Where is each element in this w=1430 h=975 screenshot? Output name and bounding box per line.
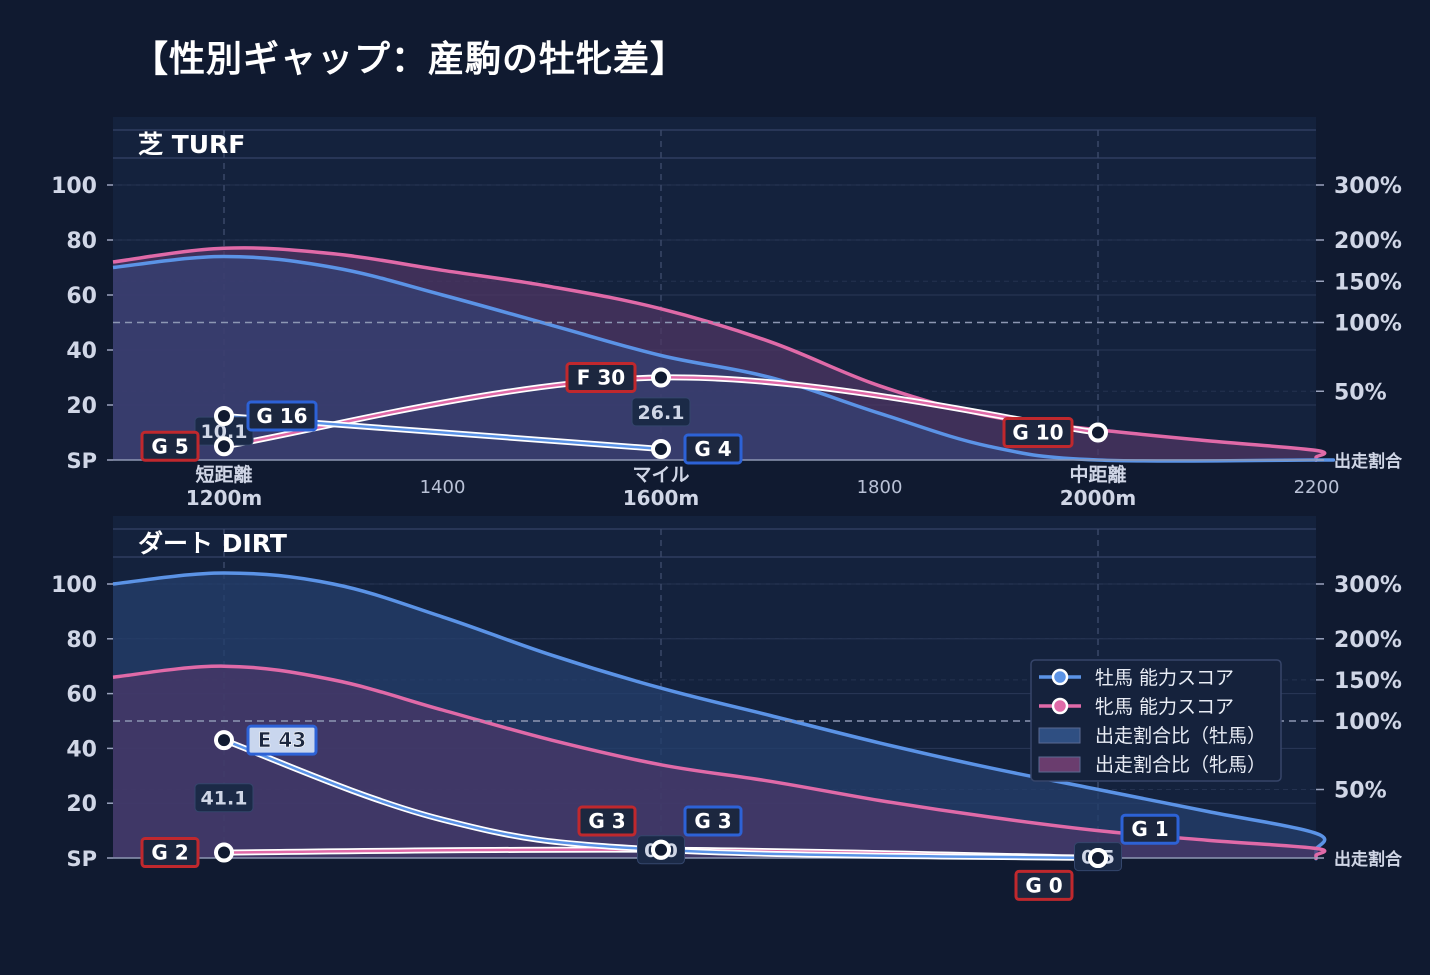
legend-item-male_score: 牡馬 能力スコア [1039,667,1234,689]
grade-badge-label: F 30 [577,366,625,390]
gap-label: 41.1 [201,788,248,810]
male-score-line [223,739,1099,860]
grade-badge-label: G 3 [694,809,731,833]
female-score-point-core [218,440,230,453]
y-right-tick-label: 200% [1334,229,1402,254]
legend-item-female_ratio: 出走割合比（牝馬） [1038,754,1266,776]
gap-label: 10.1 [201,421,248,443]
grade-badge [1014,869,1074,901]
y-left-tick-label: 100 [51,174,97,199]
female-score-point-core [655,371,667,384]
male-ratio-curve [112,571,1327,861]
grade-badge-label: G 5 [151,434,188,458]
y-left-tick-label: 20 [66,394,97,419]
y-right-tick-label: 150% [1334,669,1402,694]
y-right-tick-label: 50% [1334,779,1387,804]
y-right-tick-label: 出走割合 [1334,849,1403,870]
female-ratio-curve [112,246,1327,462]
grade-badge-label: G 16 [256,404,307,428]
legend-box [1030,659,1282,782]
y-right-tick-label: 100% [1334,312,1402,337]
y-right-tick-label: 200% [1334,628,1402,653]
grade-badge-label: E 43 [258,728,306,752]
panel-dirt: ダート DIRT SP 20 40 60 80 100 出走割合 50% 100% 150% 200%… [51,516,1403,901]
male-score-point-core [655,443,667,455]
grade-badge [683,805,743,837]
legend-label: 牡馬 能力スコア [1095,667,1234,689]
grade-badge [1002,417,1074,448]
x-tick-label-distance: 1200m [186,486,263,510]
legend-area-swatch [1038,727,1081,744]
grade-badge-label: G 1 [1131,817,1168,841]
y-left-tick-label: 80 [66,628,97,653]
y-right-tick-label: 出走割合 [1334,451,1403,472]
x-tick-label-name: マイル [632,464,689,486]
grade-badge-label: G 4 [694,437,731,461]
grade-badge-label: G 10 [1012,421,1063,445]
x-tick-label-name: 中距離 [1069,463,1126,486]
y-left-tick-label: 40 [66,737,97,762]
y-left-tick-label: 80 [66,229,97,254]
y-right-tick-label: 50% [1334,380,1387,405]
grade-badge-label: G 3 [588,809,625,833]
grade-badge-label: G 0 [1025,873,1062,897]
grade-badge-label: G 2 [151,841,188,865]
x-tick-label-name: 短距離 [195,463,252,486]
y-right-tick-label: 150% [1334,270,1402,295]
x-tick-label: 1800 [857,477,903,498]
legend-dot-swatch [1051,668,1069,686]
x-tick-label-distance: 1600m [623,486,700,510]
y-left-tick-label: 40 [66,339,97,364]
panel-turf: 芝 TURF SP 20 40 60 80 100 出走割合 50% 100% 150% 200% 30… [51,117,1403,510]
x-tick-label-distance: 2000m [1060,486,1137,510]
grade-badge [246,724,318,756]
y-left-tick-label: 100 [51,573,97,598]
y-left-tick-label: 20 [66,792,97,817]
grade-badge [1120,813,1180,845]
grade-badge [565,362,637,393]
legend-item-male_ratio: 出走割合比（牡馬） [1038,725,1266,747]
female-score-point-core [1092,426,1104,439]
y-right-tick-label: 300% [1334,174,1402,199]
legend-label: 出走割合比（牝馬） [1095,754,1266,776]
panel-label: ダート DIRT [138,529,287,558]
y-left-tick-label: 60 [66,284,97,309]
male-score-point-core [218,410,230,422]
grade-badge [577,805,637,837]
page-title: 【性別ギャップ：産駒の牡牝差】 [132,39,688,80]
legend-label: 牝馬 能力スコア [1095,696,1234,718]
x-tick-label: 2200 [1294,477,1340,498]
male-score-point-core [218,734,230,747]
panel-label: 芝 TURF [138,130,245,159]
gap-label-box [631,397,691,427]
y-left-tick-label: SP [66,847,97,871]
grade-badge [140,430,200,462]
grade-badge [246,400,318,432]
legend-area-swatch [1038,756,1081,773]
y-left-tick-label: 60 [66,683,97,708]
grade-badge [683,433,743,465]
legend-label: 出走割合比（牡馬） [1095,725,1266,747]
grade-badge [140,837,200,869]
gap-label-box [194,783,254,813]
gap-label: 26.1 [638,402,685,424]
male-score-point-core [655,843,667,856]
female-score-point-core [218,846,230,859]
x-tick-label: 1400 [420,477,466,498]
y-right-tick-label: 300% [1334,573,1402,598]
male-score-point-core [1092,852,1104,864]
legend-item-female_score: 牝馬 能力スコア [1039,696,1234,718]
y-right-tick-label: 100% [1334,710,1402,735]
legend-dot-swatch [1051,697,1069,715]
female-ratio-curve [112,664,1327,860]
y-left-tick-label: SP [66,449,97,473]
